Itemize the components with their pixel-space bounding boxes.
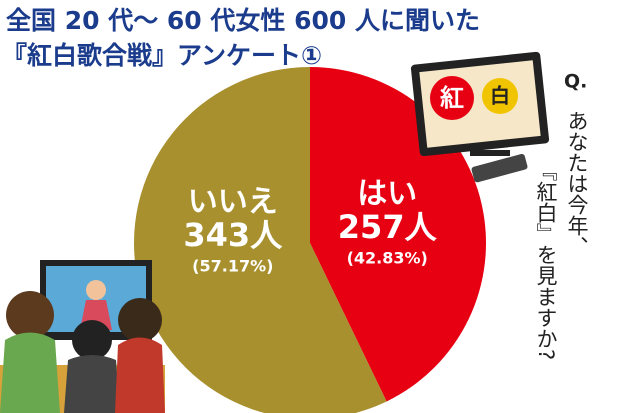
chart-subtitle: 『紅白歌合戦』アンケート①: [2, 41, 322, 70]
tv-text: 紅: [440, 84, 464, 112]
question-line: あなたは今年、: [565, 110, 589, 257]
slice-category-label: いいえ: [188, 184, 278, 219]
family-illustration: [0, 260, 165, 413]
tv-text: 白: [490, 84, 510, 108]
chart-title: 全国 20 代〜 60 代女性 600 人に聞いた: [6, 6, 480, 35]
question-line: 『紅白』を見ますか?: [534, 160, 558, 360]
slice-value-label: 257人: [338, 208, 438, 246]
pie-slice: [134, 67, 387, 413]
slice-value-label: 343人: [183, 216, 283, 254]
slice-category-label: はい: [357, 177, 417, 212]
slice-percent-label: (57.17%): [192, 256, 273, 275]
slice-percent-label: (42.83%): [347, 249, 428, 268]
tv-illustration: 紅 白: [410, 51, 550, 183]
question-label: Q.: [564, 71, 587, 93]
